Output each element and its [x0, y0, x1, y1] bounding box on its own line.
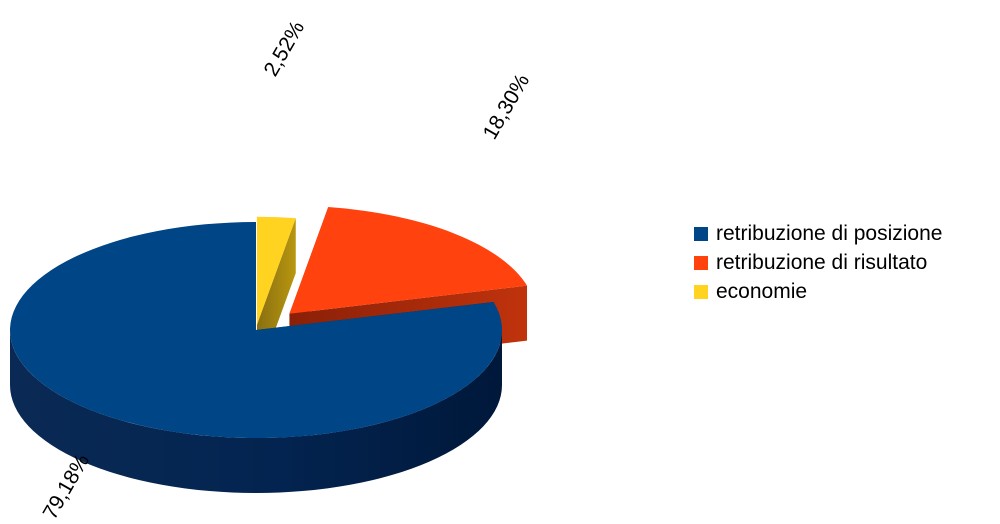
data-label-risultato: 18,30%: [479, 70, 535, 143]
legend-item-posizione: retribuzione di posizione: [694, 219, 1000, 248]
legend: retribuzione di posizione retribuzione d…: [694, 219, 1000, 306]
pie-slice-posizione: [10, 222, 503, 493]
legend-label-economie: economie: [716, 279, 808, 303]
legend-swatch-risultato: [694, 255, 708, 270]
legend-swatch-economie: [694, 284, 708, 299]
pie-chart: 2,52% 18,30% 79,18%: [10, 17, 535, 523]
data-label-economie: 2,52%: [260, 17, 310, 80]
legend-swatch-posizione: [694, 226, 708, 241]
legend-item-risultato: retribuzione di risultato: [694, 248, 1000, 277]
legend-label-risultato: retribuzione di risultato: [716, 250, 928, 274]
data-label-posizione: 79,18%: [39, 450, 95, 523]
legend-item-economie: economie: [694, 277, 1000, 306]
legend-label-posizione: retribuzione di posizione: [716, 221, 943, 245]
